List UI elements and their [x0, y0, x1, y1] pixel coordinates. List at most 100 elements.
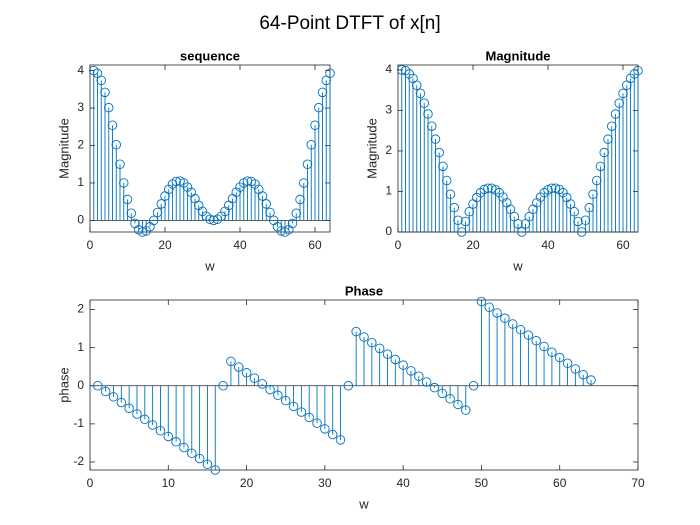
stem-marker	[103, 102, 114, 113]
figure-title: 64-Point DTFT of x[n]	[259, 13, 440, 34]
stem-marker	[359, 332, 369, 342]
stem-marker	[194, 453, 205, 464]
axes-title: sequence	[180, 48, 240, 63]
stem-marker	[163, 184, 174, 195]
stem-marker	[317, 87, 328, 98]
stem-marker	[390, 354, 401, 365]
stem-marker	[137, 227, 148, 237]
stem-marker	[539, 341, 549, 352]
stem-marker	[182, 182, 193, 192]
stem-marker	[295, 194, 305, 205]
stem-marker	[250, 179, 260, 189]
stem-marker	[569, 206, 580, 217]
stem-marker	[171, 437, 181, 447]
stem-marker	[108, 392, 119, 402]
stem-marker	[457, 227, 467, 237]
stem-marker	[126, 208, 136, 219]
stem-marker	[442, 175, 452, 186]
y-tick-label: 1	[77, 175, 84, 189]
stem-marker	[152, 207, 163, 218]
stem-marker	[249, 373, 260, 383]
stem-marker	[210, 465, 221, 475]
stem-marker	[423, 109, 433, 119]
axes-title: Magnitude	[486, 48, 551, 63]
stem-marker	[500, 313, 510, 324]
y-tick-label: 1	[77, 340, 84, 354]
stem-marker	[257, 379, 267, 389]
y-tick-label: 1	[385, 184, 392, 198]
stem-marker	[558, 187, 568, 198]
y-axis-label: Magnitude	[56, 118, 71, 179]
stem-marker	[233, 362, 244, 372]
x-tick-label: 50	[475, 476, 489, 490]
stem-marker	[437, 388, 448, 399]
stem-marker	[562, 358, 573, 369]
y-tick-label: 3	[77, 100, 84, 114]
stem-marker	[610, 109, 621, 119]
stem-marker	[449, 202, 460, 213]
y-tick-label: 3	[385, 103, 392, 117]
stem-marker	[531, 336, 541, 346]
stem-marker	[577, 227, 587, 237]
stem-marker	[124, 403, 134, 414]
stem-marker	[515, 324, 526, 335]
x-tick-label: 60	[308, 238, 322, 252]
stem-marker	[507, 319, 518, 329]
y-tick-label: 0	[385, 224, 392, 238]
stem-marker	[276, 226, 287, 236]
x-axis-label: w	[358, 496, 369, 511]
stem-marker	[430, 134, 441, 144]
stem-marker	[257, 191, 268, 201]
stem-marker	[93, 381, 103, 391]
stem-marker	[479, 184, 490, 195]
stem-marker	[163, 431, 174, 442]
stem-marker	[111, 140, 121, 150]
stem-marker	[505, 204, 516, 215]
stem-marker	[445, 393, 455, 404]
x-tick-label: 20	[466, 238, 480, 252]
stem-marker	[306, 140, 317, 150]
stem-marker	[475, 187, 486, 198]
stem-marker	[312, 418, 322, 428]
axes-title: Phase	[345, 283, 383, 298]
x-tick-label: 40	[233, 238, 247, 252]
stem-marker	[460, 216, 471, 227]
stem-marker	[280, 395, 291, 406]
stem-marker	[115, 159, 125, 169]
stem-marker	[100, 386, 111, 397]
stem-marker	[132, 409, 142, 419]
x-axis-label: w	[512, 258, 523, 273]
stem-marker	[147, 420, 158, 430]
plot-area	[89, 64, 331, 233]
stem-marker	[586, 375, 596, 385]
stem-marker	[603, 134, 613, 144]
stem-marker	[291, 208, 302, 219]
stem-marker	[633, 65, 643, 76]
stem-marker	[382, 349, 393, 359]
stem-marker	[265, 384, 275, 395]
stem-marker	[288, 401, 299, 412]
stem-marker	[205, 214, 215, 225]
y-tick-label: 4	[77, 63, 84, 77]
stem-marker	[453, 215, 463, 225]
stem-marker	[325, 68, 335, 78]
stem-marker	[484, 302, 495, 312]
stem-marker	[520, 219, 531, 229]
stem-marker	[304, 412, 314, 423]
stem-marker	[335, 435, 346, 445]
stem-marker	[483, 183, 493, 193]
stem-marker	[464, 206, 475, 217]
y-tick-label: 2	[385, 143, 392, 157]
stem-marker	[550, 183, 561, 193]
stem-marker	[629, 69, 640, 79]
stem-marker	[400, 65, 411, 76]
stem-marker	[171, 176, 181, 187]
stem-marker	[343, 381, 354, 391]
stem-marker	[547, 183, 557, 193]
stem-marker	[179, 442, 189, 453]
x-tick-label: 30	[318, 476, 332, 490]
stem-marker	[517, 227, 527, 237]
stem-marker	[397, 65, 407, 75]
stem-marker	[472, 192, 482, 203]
